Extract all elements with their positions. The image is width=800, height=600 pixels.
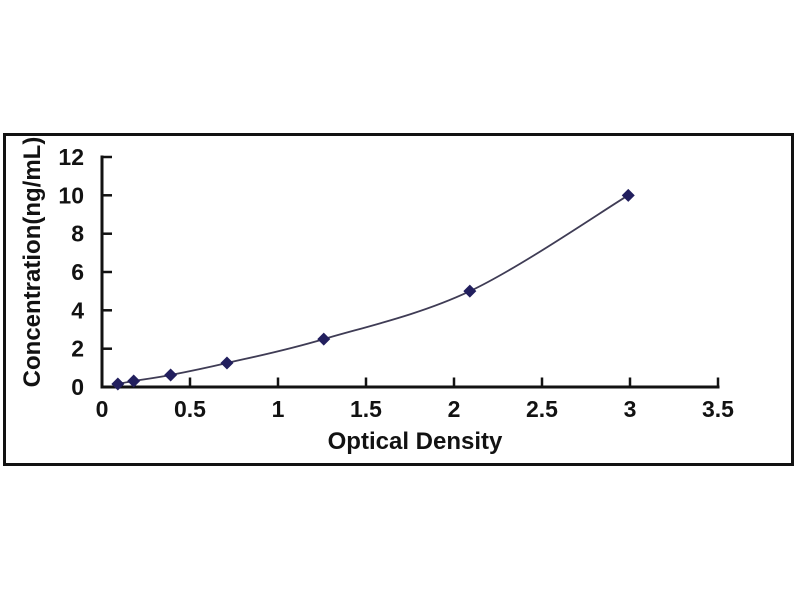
x-tick-label: 2.5 bbox=[526, 396, 558, 422]
y-tick-label: 6 bbox=[71, 259, 84, 285]
y-tick-labels: 12 10 8 6 4 2 0 bbox=[58, 144, 84, 400]
y-axis-title: Concentration(ng/mL) bbox=[19, 137, 46, 388]
data-point-marker bbox=[317, 332, 331, 346]
x-axis-title: Optical Density bbox=[328, 428, 503, 455]
y-tick-label: 0 bbox=[71, 374, 84, 400]
data-point-marker bbox=[220, 356, 234, 370]
y-tick-label: 8 bbox=[71, 221, 84, 247]
y-tick-label: 12 bbox=[58, 144, 84, 170]
data-point-marker bbox=[111, 377, 125, 391]
series-line bbox=[117, 194, 629, 385]
x-tick-label: 3 bbox=[624, 396, 637, 422]
y-tick-label: 4 bbox=[71, 297, 84, 323]
x-tick-label: 1.5 bbox=[350, 396, 382, 422]
x-tick-label: 2 bbox=[448, 396, 461, 422]
data-point-marker bbox=[621, 188, 635, 202]
series-standard-curve bbox=[111, 188, 635, 391]
x-tick-label: 1 bbox=[272, 396, 285, 422]
chart-frame-border bbox=[3, 133, 794, 466]
data-point-marker bbox=[164, 368, 178, 382]
data-point-marker bbox=[127, 374, 141, 388]
x-tick-label: 0 bbox=[96, 396, 109, 422]
y-tick-label: 10 bbox=[58, 182, 84, 208]
tick-marks bbox=[102, 155, 720, 387]
x-tick-label: 0.5 bbox=[174, 396, 206, 422]
y-tick-label: 2 bbox=[71, 336, 84, 362]
x-tick-label: 3.5 bbox=[702, 396, 734, 422]
x-tick-labels: 0 0.5 1 1.5 2 2.5 3 3.5 bbox=[96, 396, 735, 422]
series-markers bbox=[111, 188, 635, 391]
data-point-marker bbox=[463, 284, 477, 298]
